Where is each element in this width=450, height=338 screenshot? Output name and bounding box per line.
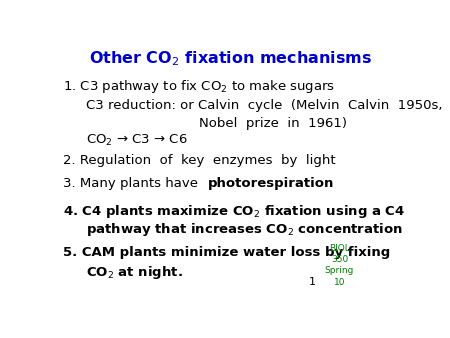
Text: BIOL
350
Spring
10: BIOL 350 Spring 10: [325, 244, 354, 287]
Text: CO$_2$ at night.: CO$_2$ at night.: [86, 264, 183, 281]
Text: 3. Many plants have: 3. Many plants have: [63, 177, 202, 190]
Text: 2. Regulation  of  key  enzymes  by  light: 2. Regulation of key enzymes by light: [63, 154, 336, 167]
Text: photorespiration: photorespiration: [208, 177, 334, 190]
Text: Nobel  prize  in  1961): Nobel prize in 1961): [199, 117, 347, 130]
Text: 5. CAM plants minimize water loss by fixing: 5. CAM plants minimize water loss by fix…: [63, 246, 391, 259]
Text: C3 reduction: or Calvin  cycle  (Melvin  Calvin  1950s,: C3 reduction: or Calvin cycle (Melvin Ca…: [86, 99, 442, 112]
Text: 4. C4 plants maximize CO$_2$ fixation using a C4: 4. C4 plants maximize CO$_2$ fixation us…: [63, 203, 405, 220]
Text: 1. C3 pathway to fix CO$_2$ to make sugars: 1. C3 pathway to fix CO$_2$ to make suga…: [63, 78, 335, 95]
Text: pathway that increases CO$_2$ concentration: pathway that increases CO$_2$ concentrat…: [86, 221, 403, 238]
Text: 1: 1: [309, 276, 316, 287]
Text: CO$_2$ → C3 → C6: CO$_2$ → C3 → C6: [86, 133, 188, 148]
Text: Other CO$_2$ fixation mechanisms: Other CO$_2$ fixation mechanisms: [89, 50, 372, 68]
